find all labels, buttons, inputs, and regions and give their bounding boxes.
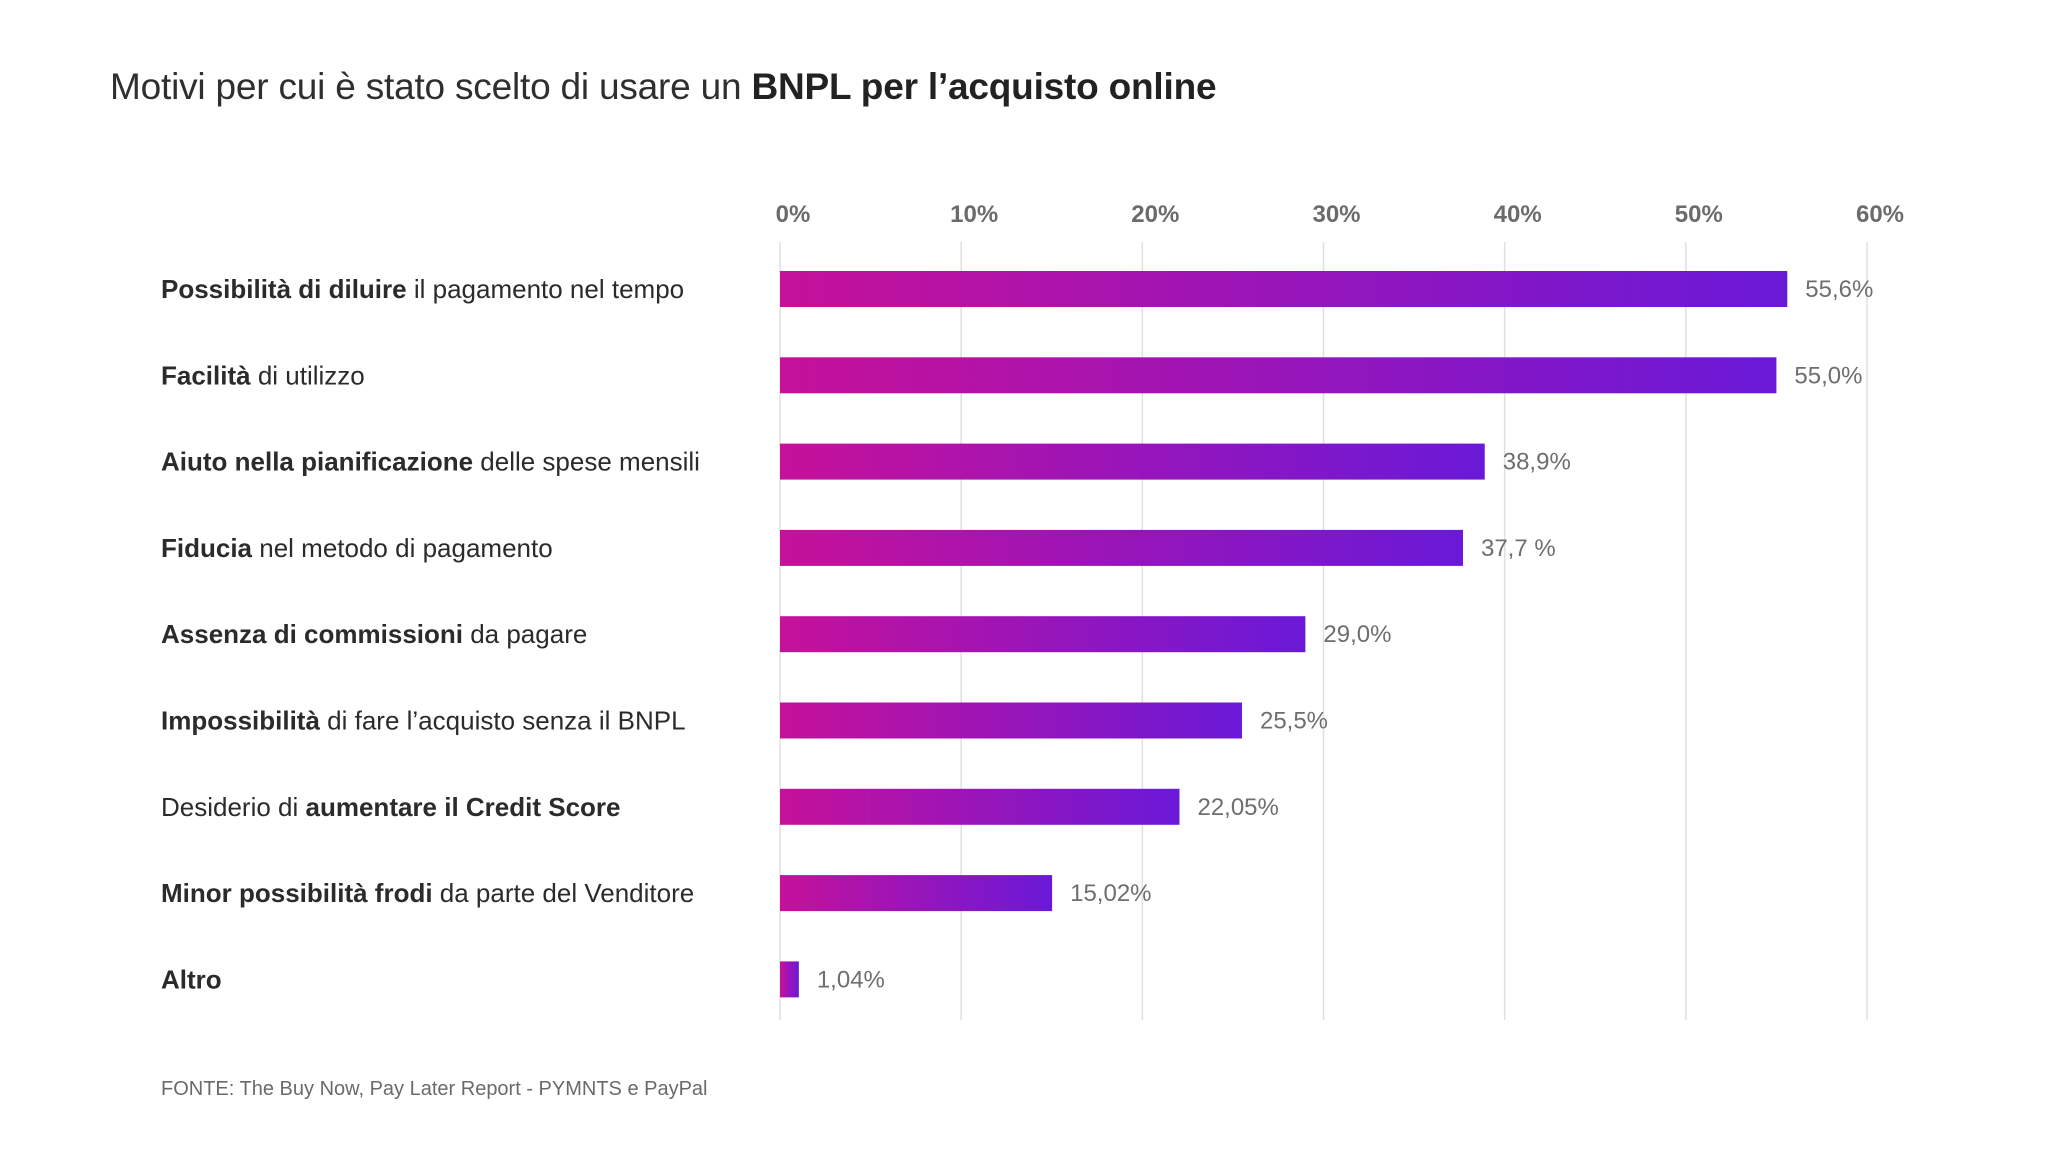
source-note: FONTE: The Buy Now, Pay Later Report - P… bbox=[161, 1078, 708, 1100]
category-label: Altro bbox=[161, 964, 222, 994]
category-label-part: Impossibilità bbox=[161, 706, 320, 736]
category-label-part: il pagamento nel tempo bbox=[407, 274, 685, 304]
x-axis-ticks: 0% 10% 20% 30% 40% 50% 60% bbox=[776, 201, 1904, 228]
category-label: Desiderio di aumentare il Credit Score bbox=[161, 792, 621, 822]
bar bbox=[780, 875, 1053, 912]
value-label: 15,02% bbox=[1070, 880, 1151, 907]
category-label-part: da pagare bbox=[463, 619, 587, 649]
x-tick-label: 10% bbox=[950, 201, 998, 228]
category-label-part: Assenza di commissioni bbox=[161, 619, 463, 649]
x-tick-label: 30% bbox=[1312, 201, 1360, 228]
value-labels: 55,6% 55,0% 38,9% 37,7 % 29,0% 25,5% 22,05% 15,… bbox=[817, 276, 1874, 993]
x-tick-label: 50% bbox=[1675, 201, 1723, 228]
category-label: Assenza di commissioni da pagare bbox=[161, 619, 587, 649]
x-tick-label: 20% bbox=[1131, 201, 1179, 228]
category-label-part: Facilità bbox=[161, 360, 251, 390]
category-label-part: Minor possibilità frodi bbox=[161, 878, 433, 908]
category-label-part: Desiderio di bbox=[161, 792, 306, 822]
category-label-part: da parte del Venditore bbox=[433, 878, 695, 908]
category-label: Impossibilità di fare l’acquisto senza i… bbox=[161, 706, 686, 736]
value-label: 38,9% bbox=[1503, 449, 1571, 476]
bars bbox=[780, 271, 1788, 998]
category-label: Facilità di utilizzo bbox=[161, 360, 365, 390]
value-label: 29,0% bbox=[1323, 621, 1391, 648]
value-label: 22,05% bbox=[1197, 794, 1278, 821]
x-tick-label: 60% bbox=[1856, 201, 1904, 228]
category-label-part: Fiducia bbox=[161, 533, 253, 563]
category-label-part: di fare l’acquisto senza il BNPL bbox=[320, 706, 686, 736]
category-label: Fiducia nel metodo di pagamento bbox=[161, 533, 553, 563]
category-label-part: Aiuto nella pianificazione bbox=[161, 447, 473, 477]
bar bbox=[780, 788, 1180, 825]
category-label-part: delle spese mensili bbox=[473, 447, 700, 477]
bar bbox=[780, 961, 799, 998]
bar bbox=[780, 702, 1242, 739]
category-label-part: di utilizzo bbox=[251, 360, 365, 390]
bar bbox=[780, 529, 1463, 566]
category-label: Aiuto nella pianificazione delle spese m… bbox=[161, 447, 700, 477]
category-label-part: Altro bbox=[161, 964, 222, 994]
x-tick-label: 0% bbox=[776, 201, 811, 228]
category-label-part: nel metodo di pagamento bbox=[252, 533, 553, 563]
value-label: 55,0% bbox=[1794, 362, 1862, 389]
value-label: 25,5% bbox=[1260, 708, 1328, 735]
category-label: Minor possibilità frodi da parte del Ven… bbox=[161, 878, 694, 908]
category-labels: Possibilità di diluire il pagamento nel … bbox=[161, 274, 700, 994]
bar bbox=[780, 616, 1306, 653]
chart-title-bold: BNPL per l’acquisto online bbox=[751, 66, 1217, 107]
bar bbox=[780, 443, 1485, 480]
value-label: 37,7 % bbox=[1481, 535, 1556, 562]
bar bbox=[780, 271, 1788, 307]
x-tick-label: 40% bbox=[1494, 201, 1542, 228]
chart-title-prefix: Motivi per cui è stato scelto di usare u… bbox=[110, 66, 752, 107]
value-label: 1,04% bbox=[817, 966, 885, 993]
category-label-part: Possibilità di diluire bbox=[161, 274, 407, 304]
chart-title: Motivi per cui è stato scelto di usare u… bbox=[110, 66, 1217, 108]
bar bbox=[780, 357, 1777, 394]
value-label: 55,6% bbox=[1805, 276, 1873, 303]
category-label: Possibilità di diluire il pagamento nel … bbox=[161, 274, 684, 304]
category-label-part: aumentare il Credit Score bbox=[306, 792, 621, 822]
